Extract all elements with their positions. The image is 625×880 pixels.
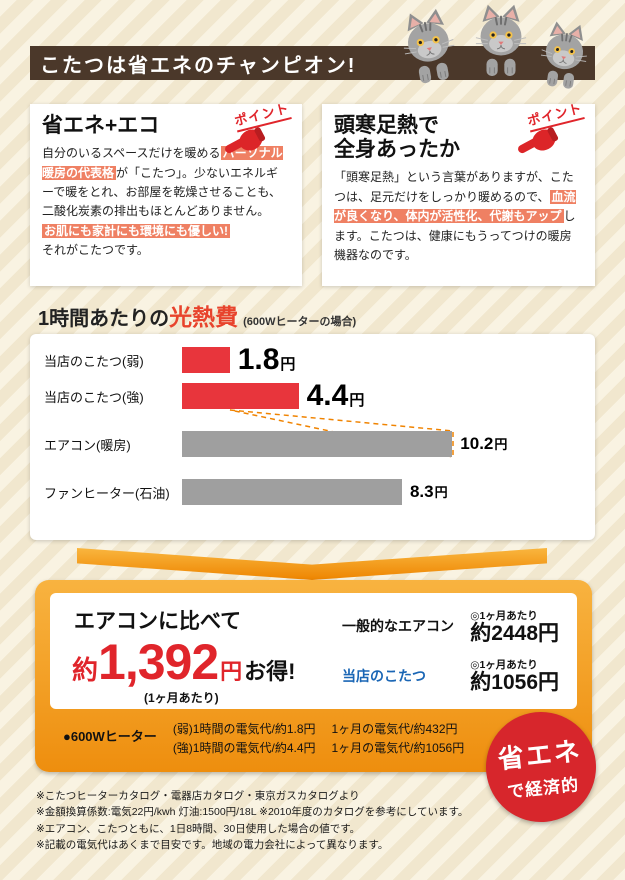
chart-row: 当店のこたつ(弱) 1.8 円 — [44, 343, 595, 376]
pointing-hand-icon — [514, 124, 561, 162]
cat-photo-3 — [535, 19, 592, 92]
chart-value: 8.3 円 — [409, 482, 448, 501]
comparison-row-kotatsu: 当店のこたつ ◎1ヶ月あたり 約1056円 — [342, 659, 559, 694]
pointing-hand-icon — [221, 124, 268, 162]
eco-box-title: 省エネ+エコ — [42, 114, 160, 137]
chart-category-label: ファンヒーター(石油) — [44, 485, 170, 501]
chart-bar — [182, 347, 230, 373]
chart-value: 4.4 円 — [306, 379, 365, 412]
chart-bar — [182, 383, 299, 409]
warmth-box-text: 「頭寒足熱」という言葉がありますが、こたつは、足元だけをしっかり暖めるので、 血流… — [334, 170, 576, 263]
chart-bar — [182, 479, 402, 505]
warmth-box-title: 頭寒足熱で 全身あったか — [334, 114, 460, 162]
chart-value: 10.2 円 — [460, 434, 508, 453]
savings-headline: エアコンに比べて — [74, 610, 242, 633]
point-marker: ポイント — [513, 97, 587, 162]
chart-heading-highlight: 光熱費 — [169, 304, 239, 330]
footnote: ※こたつヒーターカタログ・電器店カタログ・東京ガスカタログより — [36, 790, 360, 802]
cat-photo-2 — [474, 3, 528, 77]
comparison-row-aircon: 一般的なエアコン ◎1ヶ月あたり 約2448円 — [342, 609, 559, 645]
savings-amount-row: 約 1,392 円 お得! — [72, 634, 296, 690]
chart-row: ファンヒーター(石油) 8.3 円 — [44, 478, 595, 506]
cat-photo-1 — [397, 5, 461, 87]
highlight-text: お肌にも家計にも環境にも優しい! — [42, 223, 230, 238]
eco-box-text: 自分のいるスペースだけを暖める パーソナル暖房の代表格 が「こたつ」。少ないエネルギ… — [42, 146, 283, 258]
page-title: こたつは省エネのチャンピオン! — [40, 54, 357, 77]
down-arrow — [77, 548, 547, 580]
heater-cost-note: ●600Wヒーター (弱)1時間の電気代/約1.8円 (強)1時間の電気代/約4… — [63, 722, 465, 756]
footnote: ※エアコン、こたつともに、1日8時間、30日使用した場合の値です。 — [36, 822, 361, 835]
chart-bar — [182, 431, 453, 457]
savings-summary: エアコンに比べて 約 1,392 円 お得! (1ヶ月あたり) — [50, 593, 342, 709]
warmth-info-box: ポイント 頭寒足熱で 全身あったか 「頭寒足熱」という言葉がありますが、こたつは、… — [322, 97, 595, 286]
footnote: ※金額換算係数:電気22円/kwh 灯油:1500円/18L ※2010年度のカ… — [36, 806, 469, 819]
footnotes: ※こたつヒーターカタログ・電器店カタログ・東京ガスカタログより ※金額換算係数:… — [36, 788, 498, 853]
chart-rows: 当店のこたつ(弱) 1.8 円 当店のこたつ(強) 4.4 円 エアコン(暖房) 1… — [30, 334, 595, 506]
comparison-list: 一般的なエアコン ◎1ヶ月あたり 約2448円 当店のこたつ ◎1ヶ月あたり 約10… — [342, 593, 577, 709]
chart-category-label: エアコン(暖房) — [44, 437, 131, 453]
chart-value: 1.8 円 — [237, 343, 296, 376]
chart-row: エアコン(暖房) 10.2 円 — [44, 430, 595, 458]
point-marker: ポイント — [220, 97, 294, 162]
cost-bar-chart: 当店のこたつ(弱) 1.8 円 当店のこたつ(強) 4.4 円 エアコン(暖房) 1… — [30, 334, 595, 540]
footnote: ※記載の電気代はあくまで目安です。地域の電力会社によって異なります。 — [36, 838, 389, 851]
savings-card: エアコンに比べて 約 1,392 円 お得! (1ヶ月あたり) 一般的なエアコン… — [50, 593, 577, 709]
chart-category-label: 当店のこたつ(弱) — [44, 353, 144, 369]
chart-category-label: 当店のこたつ(強) — [44, 389, 144, 405]
chart-heading-note: (600Wヒーターの場合) — [243, 316, 357, 328]
eco-info-box: ポイント 省エネ+エコ 自分のいるスペースだけを暖める パーソナル暖房の代表格 が「… — [30, 97, 302, 286]
chart-heading: 1時間あたりの 光熱費 (600Wヒーターの場合) — [38, 298, 356, 332]
chart-row: 当店のこたつ(強) 4.4 円 — [44, 379, 595, 412]
savings-note: (1ヶ月あたり) — [144, 691, 219, 705]
savings-amount: 1,392 — [98, 634, 219, 690]
